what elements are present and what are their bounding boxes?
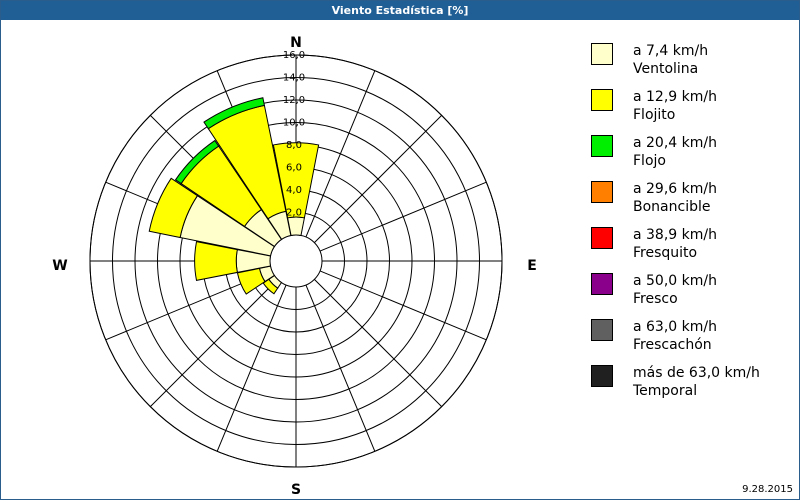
date-label: 9.28.2015 [742,484,793,495]
legend-range: a 38,9 km/h [633,227,717,243]
grid-ring [134,99,458,423]
legend-name: Frescachón [633,337,712,353]
legend-swatch [591,181,613,203]
legend-swatch [591,319,613,341]
legend-name: Ventolina [633,61,699,77]
legend-range: a 12,9 km/h [633,89,717,105]
legend-range: a 63,0 km/h [633,319,717,335]
compass-east-label: E [527,258,537,274]
compass-west-label: W [52,258,67,274]
petal-segment [148,177,199,239]
radial-tick-label: 10,0 [283,118,305,129]
legend-swatch [591,365,613,387]
legend-swatch [591,43,613,65]
grid-ring [157,122,435,400]
legend-range: a 29,6 km/h [633,181,717,197]
radial-tick-label: 8,0 [286,140,302,151]
legend-name: Bonancible [633,199,711,215]
legend-range: más de 63,0 km/h [633,365,760,381]
compass-south-label: S [291,482,301,498]
grid-ring [112,77,480,445]
legend-item: más de 63,0 km/h Temporal [589,363,794,409]
petal-segment [203,97,266,130]
legend-item: a 7,4 km/h Ventolina [589,41,794,87]
legend-range: a 50,0 km/h [633,273,717,289]
legend-swatch [591,273,613,295]
radial-tick-label: 14,0 [283,73,305,84]
legend-name: Flojo [633,153,666,169]
legend-item: a 63,0 km/h Frescachón [589,317,794,363]
petal-segment [174,139,220,185]
legend-name: Fresco [633,291,678,307]
legend-swatch [591,89,613,111]
radial-tick-label: 4,0 [286,185,302,196]
legend-item: a 50,0 km/h Fresco [589,271,794,317]
legend-name: Temporal [633,383,698,399]
radial-tick-label: 2,0 [286,208,302,219]
legend-range: a 7,4 km/h [633,43,709,59]
legend-name: Fresquito [633,245,698,261]
radial-tick-label: 16,0 [283,50,305,61]
radial-tick-label: 12,0 [283,95,305,106]
grid-ring [89,54,503,468]
compass-north-label: N [290,35,302,51]
legend-swatch [591,227,613,249]
legend-item: a 20,4 km/h Flojo [589,133,794,179]
legend-item: a 29,6 km/h Bonancible [589,179,794,225]
legend: a 7,4 km/h Ventolina a 12,9 km/h Flojito… [589,41,794,409]
window-title: Viento Estadística [%] [1,1,799,20]
legend-swatch [591,135,613,157]
petal-segment [194,241,238,281]
legend-item: a 12,9 km/h Flojito [589,87,794,133]
radial-tick-label: 6,0 [286,163,302,174]
petal-segment [272,142,320,219]
legend-item: a 38,9 km/h Fresquito [589,225,794,271]
legend-name: Flojito [633,107,676,123]
legend-range: a 20,4 km/h [633,135,717,151]
